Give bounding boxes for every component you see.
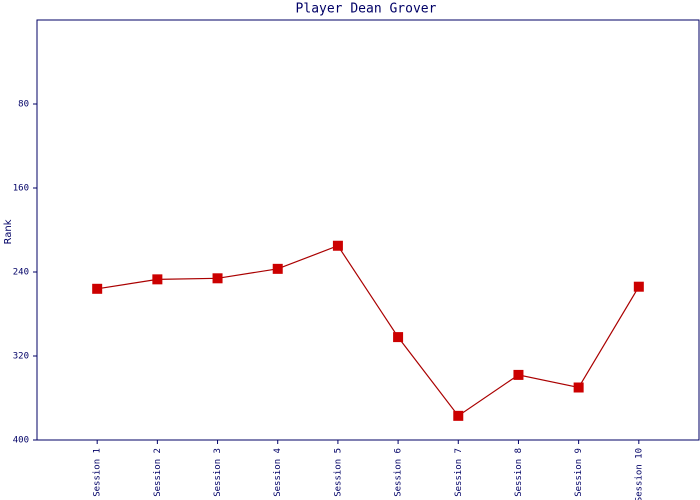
x-tick-label: Session 9 bbox=[574, 448, 584, 497]
marker bbox=[272, 263, 283, 274]
marker bbox=[453, 410, 464, 421]
x-tick-label: Session 1 bbox=[93, 448, 103, 497]
marker bbox=[212, 273, 223, 284]
y-tick-label: 400 bbox=[13, 436, 29, 446]
marker bbox=[573, 382, 584, 393]
x-tick-label: Session 4 bbox=[273, 448, 283, 497]
marker bbox=[513, 369, 524, 380]
x-tick-label: Session 10 bbox=[634, 448, 644, 500]
plot-frame bbox=[36, 19, 700, 441]
marker bbox=[332, 240, 343, 251]
y-axis-label: Rank bbox=[3, 219, 14, 244]
line bbox=[97, 245, 640, 417]
y-tick-label: 240 bbox=[13, 268, 29, 278]
marker bbox=[92, 283, 103, 294]
y-tick-label: 80 bbox=[18, 100, 29, 110]
x-tick-label: Session 3 bbox=[213, 448, 223, 497]
y-tick-label: 160 bbox=[13, 184, 29, 194]
x-tick-label: Session 8 bbox=[514, 448, 524, 497]
marker bbox=[633, 281, 644, 292]
chart-title: Player Dean Grover bbox=[296, 2, 437, 17]
x-tick-label: Session 6 bbox=[394, 448, 404, 497]
x-tick-label: Session 2 bbox=[153, 448, 163, 497]
marker bbox=[393, 332, 404, 343]
y-tick-label: 320 bbox=[13, 352, 29, 362]
x-tick-label: Session 7 bbox=[454, 448, 464, 497]
marker bbox=[152, 274, 163, 285]
x-tick-label: Session 5 bbox=[333, 448, 343, 497]
